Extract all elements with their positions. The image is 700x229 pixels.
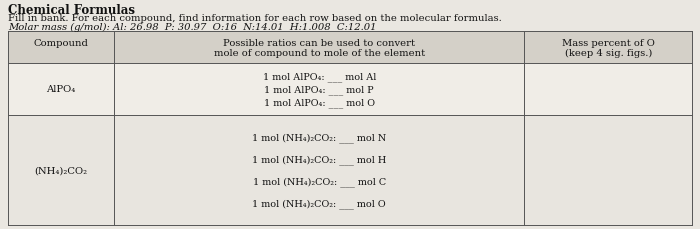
Text: 1 mol AlPO₄: ___ mol O: 1 mol AlPO₄: ___ mol O <box>264 98 374 107</box>
Text: 1 mol (NH₄)₂CO₂: ___ mol O: 1 mol (NH₄)₂CO₂: ___ mol O <box>253 198 386 208</box>
Text: AlPO₄: AlPO₄ <box>46 85 76 94</box>
Text: 1 mol (NH₄)₂CO₂: ___ mol H: 1 mol (NH₄)₂CO₂: ___ mol H <box>252 154 386 164</box>
Text: 1 mol (NH₄)₂CO₂: ___ mol N: 1 mol (NH₄)₂CO₂: ___ mol N <box>252 133 386 142</box>
Text: 1 mol (NH₄)₂CO₂: ___ mol C: 1 mol (NH₄)₂CO₂: ___ mol C <box>253 176 386 186</box>
Text: (keep 4 sig. figs.): (keep 4 sig. figs.) <box>564 48 652 57</box>
Text: Possible ratios can be used to convert: Possible ratios can be used to convert <box>223 38 415 47</box>
Text: 1 mol AlPO₄: ___ mol Al: 1 mol AlPO₄: ___ mol Al <box>262 72 376 82</box>
Text: 1 mol AlPO₄: ___ mol P: 1 mol AlPO₄: ___ mol P <box>265 85 374 94</box>
Text: (NH₄)₂CO₂: (NH₄)₂CO₂ <box>34 166 88 175</box>
Text: Mass percent of O: Mass percent of O <box>562 38 654 47</box>
Text: Fill in bank. For each compound, find information for each row based on the mole: Fill in bank. For each compound, find in… <box>8 14 502 23</box>
Bar <box>8 64 692 115</box>
Bar <box>8 32 692 64</box>
Text: Compound: Compound <box>34 39 88 48</box>
Text: Molar mass (g/mol): Al: 26.98  P: 30.97  O:16  N:14.01  H:1.008  C:12.01: Molar mass (g/mol): Al: 26.98 P: 30.97 O… <box>8 23 377 32</box>
Text: Chemical Formulas: Chemical Formulas <box>8 4 135 17</box>
Text: mole of compound to mole of the element: mole of compound to mole of the element <box>214 48 425 57</box>
Bar <box>8 115 692 225</box>
